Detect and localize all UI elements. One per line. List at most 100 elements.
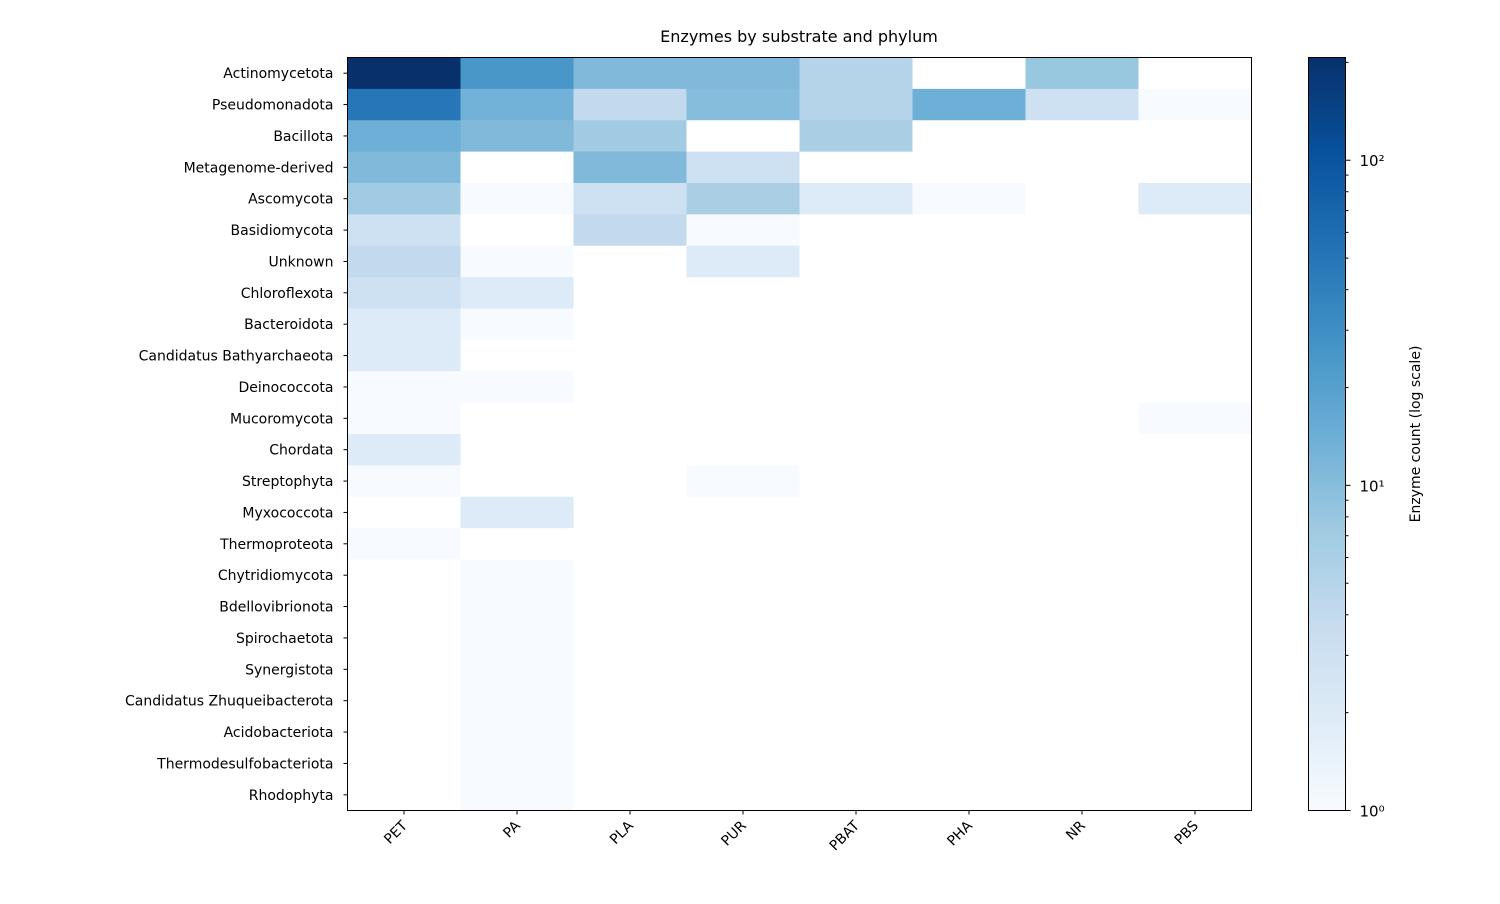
heatmap-cell bbox=[573, 779, 687, 811]
heatmap-cell bbox=[1025, 559, 1139, 592]
heatmap-cell bbox=[799, 339, 913, 372]
heatmap-cell bbox=[573, 434, 687, 466]
colorbar bbox=[1308, 57, 1346, 811]
heatmap-cell bbox=[799, 465, 913, 498]
y-tick-label: Deinococcota bbox=[238, 380, 333, 396]
heatmap-cell bbox=[686, 434, 800, 466]
heatmap-cell bbox=[1025, 496, 1139, 529]
heatmap-cell bbox=[799, 496, 913, 529]
heatmap-cell bbox=[1025, 245, 1139, 278]
y-tick-label: Pseudomonadota bbox=[212, 98, 334, 114]
heatmap-cell bbox=[573, 653, 687, 686]
heatmap-cell bbox=[799, 779, 913, 811]
heatmap-cell bbox=[460, 434, 574, 466]
heatmap-cell bbox=[573, 88, 687, 121]
heatmap-cell bbox=[573, 559, 687, 592]
heatmap-cell bbox=[1138, 716, 1252, 749]
heatmap-cell bbox=[573, 402, 687, 435]
heatmap-cell bbox=[1138, 214, 1252, 247]
heatmap-cell bbox=[686, 339, 800, 372]
heatmap-cell bbox=[799, 685, 913, 717]
y-tick-label: Streptophyta bbox=[242, 474, 334, 490]
heatmap-cell bbox=[460, 120, 574, 153]
heatmap-cell bbox=[347, 339, 461, 372]
heatmap-cell bbox=[686, 653, 800, 686]
heatmap-cell bbox=[686, 245, 800, 278]
y-tick-label: Metagenome-derived bbox=[184, 160, 334, 176]
heatmap-cell bbox=[686, 685, 800, 717]
heatmap-cell bbox=[912, 339, 1026, 372]
heatmap-cell bbox=[686, 590, 800, 623]
heatmap-cell bbox=[1025, 308, 1139, 341]
x-axis: PET PA PLA PUR PBAT PHA NR PBS bbox=[381, 810, 1202, 854]
y-tick-label: Ascomycota bbox=[248, 192, 333, 208]
heatmap-cell bbox=[1138, 120, 1252, 153]
heatmap-cell bbox=[460, 151, 574, 184]
heatmap-cell bbox=[799, 88, 913, 121]
heatmap-cell bbox=[686, 277, 800, 309]
heatmap-cell bbox=[912, 747, 1026, 780]
heatmap-cell bbox=[460, 402, 574, 435]
heatmap-cell bbox=[799, 183, 913, 215]
heatmap-cell bbox=[460, 685, 574, 717]
heatmap-cell bbox=[1138, 465, 1252, 498]
heatmap-cell bbox=[686, 57, 800, 90]
heatmap-cell bbox=[1138, 277, 1252, 309]
heatmap-cell bbox=[460, 183, 574, 215]
heatmap-cell bbox=[1138, 747, 1252, 780]
heatmap-cell bbox=[460, 371, 574, 404]
heatmap-cell bbox=[1138, 528, 1252, 560]
heatmap-cell bbox=[686, 371, 800, 404]
heatmap-cell bbox=[912, 496, 1026, 529]
heatmap-cell bbox=[347, 402, 461, 435]
heatmap-cell bbox=[347, 496, 461, 529]
heatmap-cell bbox=[1138, 402, 1252, 435]
heatmap-cell bbox=[686, 496, 800, 529]
heatmap-cell bbox=[347, 151, 461, 184]
heatmap-cell bbox=[799, 277, 913, 309]
heatmap-cell bbox=[799, 308, 913, 341]
heatmap-cell bbox=[686, 120, 800, 153]
x-tick-label: NR bbox=[1063, 818, 1089, 844]
colorbar-ticks: 10⁰ 10¹ 10² bbox=[1345, 61, 1385, 821]
heatmap-cell bbox=[912, 88, 1026, 121]
heatmap-cell bbox=[460, 214, 574, 247]
chart-title: Enzymes by substrate and phylum bbox=[660, 27, 938, 46]
heatmap-cell bbox=[799, 120, 913, 153]
heatmap-cell bbox=[1138, 308, 1252, 341]
x-tick-label: PA bbox=[500, 818, 524, 842]
heatmap-cell bbox=[347, 120, 461, 153]
heatmap-cell bbox=[573, 308, 687, 341]
heatmap-cell bbox=[1138, 371, 1252, 404]
heatmap-cell bbox=[1138, 622, 1252, 655]
heatmap-cell bbox=[347, 590, 461, 623]
heatmap-cell bbox=[686, 465, 800, 498]
y-tick-label: Actinomycetota bbox=[223, 66, 333, 82]
heatmap-cell bbox=[1025, 779, 1139, 811]
heatmap-cell bbox=[912, 528, 1026, 560]
heatmap-cell bbox=[686, 88, 800, 121]
heatmap-cell bbox=[686, 151, 800, 184]
heatmap-cell bbox=[573, 339, 687, 372]
heatmap-cell bbox=[686, 308, 800, 341]
heatmap-cell bbox=[912, 402, 1026, 435]
heatmap-cell bbox=[460, 590, 574, 623]
heatmap-cell bbox=[912, 716, 1026, 749]
heatmap-cell bbox=[1025, 590, 1139, 623]
y-tick-label: Chordata bbox=[269, 443, 333, 459]
x-tick-label: PET bbox=[381, 818, 411, 848]
heatmap-cell bbox=[912, 183, 1026, 215]
heatmap-cell bbox=[1025, 747, 1139, 780]
heatmap-cell bbox=[460, 528, 574, 560]
heatmap-cell bbox=[460, 57, 574, 90]
heatmap-cell bbox=[912, 214, 1026, 247]
y-tick-label: Synergistota bbox=[245, 662, 333, 678]
heatmap-cell bbox=[1138, 496, 1252, 529]
heatmap-cell bbox=[1025, 339, 1139, 372]
y-axis: Actinomycetota Pseudomonadota Bacillota Met… bbox=[125, 66, 348, 804]
heatmap-cell bbox=[799, 57, 913, 90]
heatmap-cell bbox=[460, 277, 574, 309]
colorbar-tick-label: 10² bbox=[1360, 152, 1385, 170]
heatmap-cell bbox=[912, 308, 1026, 341]
heatmap-cell bbox=[347, 622, 461, 655]
